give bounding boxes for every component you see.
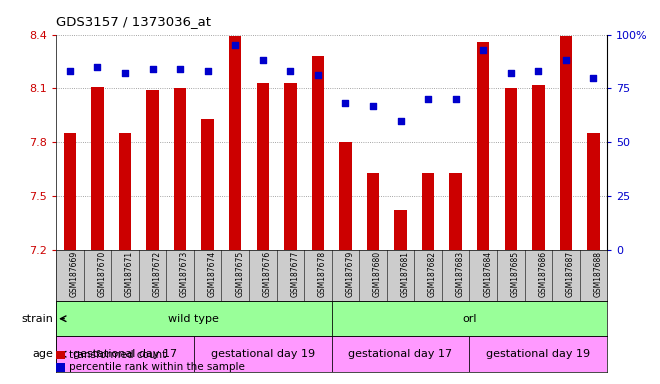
Bar [449, 172, 462, 250]
Bar [91, 86, 104, 250]
Text: gestational day 19: gestational day 19 [486, 349, 591, 359]
Bar [560, 36, 572, 250]
Text: GSM187674: GSM187674 [208, 251, 216, 297]
Bar [201, 119, 214, 250]
Bar [422, 172, 434, 250]
Text: wild type: wild type [168, 314, 219, 324]
Text: GSM187681: GSM187681 [401, 251, 410, 297]
Point [257, 57, 268, 63]
Text: GSM187673: GSM187673 [180, 251, 189, 297]
Text: GSM187669: GSM187669 [70, 251, 79, 297]
Point [285, 68, 296, 74]
Bar [56, 336, 194, 372]
Text: age: age [32, 349, 53, 359]
Bar [367, 172, 380, 250]
Point [395, 118, 406, 124]
Bar [477, 42, 490, 250]
Point [478, 46, 488, 53]
Text: gestational day 17: gestational day 17 [73, 349, 177, 359]
Bar [63, 133, 76, 250]
Text: GSM187682: GSM187682 [428, 251, 437, 297]
Text: GSM187670: GSM187670 [98, 251, 106, 297]
Text: GSM187679: GSM187679 [345, 251, 354, 297]
Point [450, 96, 461, 102]
Text: GSM187677: GSM187677 [290, 251, 300, 297]
Point [203, 68, 213, 74]
Bar [469, 336, 607, 372]
Text: GSM187676: GSM187676 [263, 251, 272, 297]
Text: orl: orl [462, 314, 477, 324]
Point [92, 64, 103, 70]
Text: GSM187675: GSM187675 [235, 251, 244, 297]
Text: GSM187687: GSM187687 [566, 251, 575, 297]
Text: GSM187680: GSM187680 [373, 251, 382, 297]
Point [368, 103, 378, 109]
Bar [394, 210, 407, 250]
Text: transformed count: transformed count [69, 350, 166, 360]
Text: GDS3157 / 1373036_at: GDS3157 / 1373036_at [56, 15, 211, 28]
Text: gestational day 19: gestational day 19 [211, 349, 315, 359]
Text: GSM187678: GSM187678 [318, 251, 327, 297]
Bar [194, 336, 331, 372]
Point [175, 66, 185, 72]
Bar [504, 88, 517, 250]
Bar [147, 90, 159, 250]
Text: GSM187684: GSM187684 [483, 251, 492, 297]
Bar [257, 83, 269, 250]
Point [65, 68, 75, 74]
Point [506, 70, 516, 76]
Text: percentile rank within the sample: percentile rank within the sample [69, 362, 245, 372]
Point [147, 66, 158, 72]
Point [230, 42, 240, 48]
Bar [332, 301, 607, 336]
Bar [119, 133, 131, 250]
Text: GSM187686: GSM187686 [539, 251, 547, 297]
Bar [284, 83, 296, 250]
Bar [56, 301, 331, 336]
Bar [312, 56, 324, 250]
Point [119, 70, 130, 76]
Point [588, 74, 599, 81]
Text: GSM187671: GSM187671 [125, 251, 134, 297]
Bar [339, 142, 352, 250]
Bar [332, 336, 469, 372]
Bar [532, 85, 544, 250]
Text: GSM187672: GSM187672 [152, 251, 162, 297]
Point [423, 96, 434, 102]
Text: GSM187688: GSM187688 [593, 251, 603, 297]
Point [313, 72, 323, 78]
Text: GSM187685: GSM187685 [511, 251, 520, 297]
Bar [174, 88, 186, 250]
Bar [229, 36, 242, 250]
Text: GSM187683: GSM187683 [455, 251, 465, 297]
Point [533, 68, 544, 74]
Text: strain: strain [21, 314, 53, 324]
Point [560, 57, 571, 63]
Text: gestational day 17: gestational day 17 [348, 349, 453, 359]
Point [340, 100, 350, 106]
Bar [587, 133, 600, 250]
